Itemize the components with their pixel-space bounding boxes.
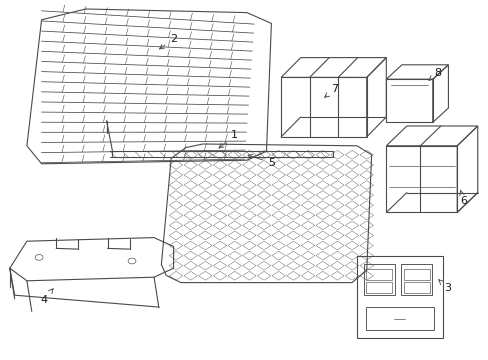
Text: 1: 1 bbox=[219, 130, 238, 148]
Text: 6: 6 bbox=[459, 190, 466, 206]
Text: 4: 4 bbox=[41, 289, 53, 305]
Text: 8: 8 bbox=[428, 68, 440, 80]
Text: 2: 2 bbox=[159, 34, 177, 49]
Text: 3: 3 bbox=[438, 280, 450, 293]
Text: 5: 5 bbox=[247, 154, 274, 168]
Text: 7: 7 bbox=[324, 84, 338, 97]
